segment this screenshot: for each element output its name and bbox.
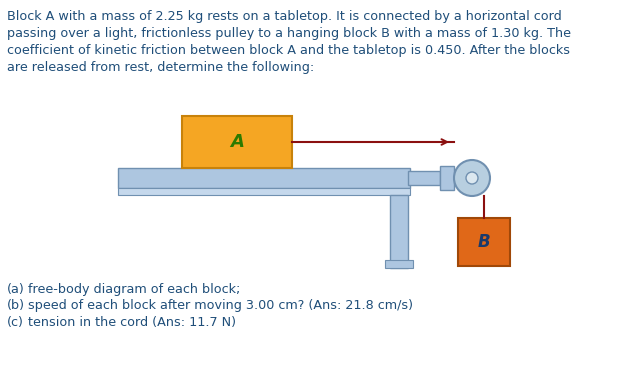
Polygon shape (182, 116, 292, 168)
Polygon shape (118, 168, 410, 188)
Text: B: B (478, 233, 490, 251)
Text: A: A (230, 133, 244, 151)
Text: free-body diagram of each block;: free-body diagram of each block; (28, 283, 241, 296)
Text: are released from rest, determine the following:: are released from rest, determine the fo… (7, 61, 314, 74)
Polygon shape (118, 188, 410, 195)
Text: (a): (a) (7, 283, 25, 296)
Circle shape (466, 172, 478, 184)
Circle shape (454, 160, 490, 196)
Polygon shape (408, 171, 440, 185)
Text: (b): (b) (7, 299, 25, 312)
Text: (c): (c) (7, 316, 24, 329)
Text: passing over a light, frictionless pulley to a hanging block B with a mass of 1.: passing over a light, frictionless pulle… (7, 27, 571, 40)
Polygon shape (458, 218, 510, 266)
Text: Block A with a mass of 2.25 kg rests on a tabletop. It is connected by a horizon: Block A with a mass of 2.25 kg rests on … (7, 10, 562, 23)
Text: tension in the cord (Ans: 11.7 N): tension in the cord (Ans: 11.7 N) (28, 316, 236, 329)
Polygon shape (385, 260, 413, 268)
Polygon shape (440, 166, 454, 190)
Text: speed of each block after moving 3.00 cm? (Ans: 21.8 cm/s): speed of each block after moving 3.00 cm… (28, 299, 413, 312)
Text: coefficient of kinetic friction between block A and the tabletop is 0.450. After: coefficient of kinetic friction between … (7, 44, 570, 57)
Polygon shape (390, 195, 408, 268)
